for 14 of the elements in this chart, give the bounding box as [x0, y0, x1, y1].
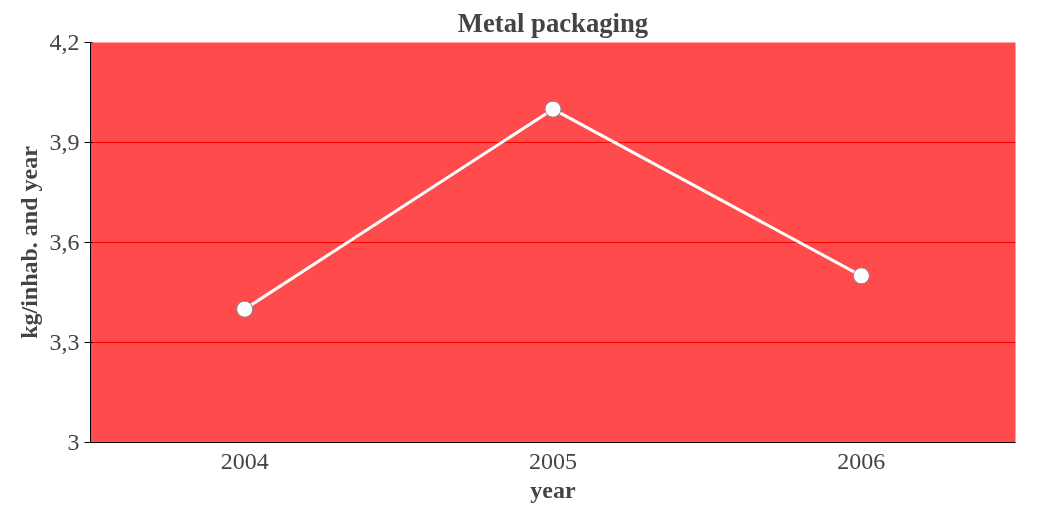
x-tick-label: 2005: [529, 447, 577, 474]
y-tick-label: 3,3: [49, 329, 80, 355]
y-tick-label: 3: [67, 429, 80, 455]
y-axis-title: kg/inhab. and year: [15, 145, 42, 339]
point: [236, 300, 254, 318]
point: [544, 100, 562, 118]
x-tick-label: 2004: [220, 447, 269, 474]
chart-title: Metal packaging: [457, 7, 649, 38]
x-tick-label: 2006: [837, 447, 886, 474]
y-tick-label: 3,9: [49, 129, 80, 155]
y-tick-label: 4,2: [49, 29, 80, 55]
y-tick-label: 3,6: [49, 229, 80, 255]
x-axis-title: year: [530, 476, 576, 503]
point: [852, 267, 870, 285]
